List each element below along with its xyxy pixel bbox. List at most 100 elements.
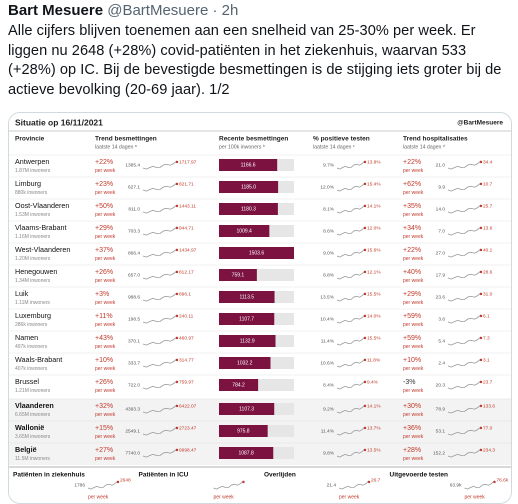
recent-label: 1185.0 xyxy=(241,184,256,190)
sparkline-end xyxy=(479,404,483,408)
trend-start: 703.3 xyxy=(128,228,140,234)
separator: · xyxy=(212,2,218,19)
trend-end: 240.11 xyxy=(179,313,194,319)
province-name: Antwerpen xyxy=(15,157,49,166)
sparkline-end xyxy=(493,480,496,484)
positive-start: 12.0% xyxy=(320,184,334,190)
tweet-image[interactable]: Situatie op 16/11/2021 @BartMesuere Provin… xyxy=(8,112,512,504)
sparkline-end xyxy=(363,380,367,384)
per-week: per week xyxy=(95,278,116,284)
hosp-start: 17.9 xyxy=(436,272,446,278)
sparkline-end xyxy=(363,426,367,430)
sparkline-end xyxy=(175,314,179,318)
sparkline-end xyxy=(363,448,367,452)
sparkline-end xyxy=(367,480,371,484)
sparkline-end xyxy=(479,270,483,274)
author-name[interactable]: Bart Mesuere xyxy=(8,2,104,19)
hosp-start: 2.4 xyxy=(438,360,445,366)
trend-end: 1443.11 xyxy=(179,203,196,209)
sparkline xyxy=(447,314,482,324)
sparkline xyxy=(142,314,178,324)
summary-end: 26.7 xyxy=(371,477,381,483)
sparkline-end xyxy=(175,426,179,430)
sparkline-end xyxy=(175,380,179,384)
per-week: per week xyxy=(95,212,116,218)
timestamp[interactable]: 2h xyxy=(221,2,239,19)
sparkline xyxy=(447,358,482,368)
recent-bar xyxy=(219,357,271,369)
sparkline xyxy=(336,292,366,302)
sparkline-end xyxy=(479,380,483,384)
per-week: per week xyxy=(403,388,424,394)
per-week: per week xyxy=(403,322,424,328)
sparkline-end xyxy=(479,160,483,164)
positive-end: 15.5% xyxy=(367,291,381,297)
per-week: per week xyxy=(95,256,116,262)
trend-change: +23% xyxy=(95,181,113,188)
trend-change: +43% xyxy=(95,335,113,342)
hosp-change: +59% xyxy=(403,313,421,320)
trend-start: 333.7 xyxy=(128,360,140,366)
trend-start: 657.0 xyxy=(128,272,140,278)
trend-start: 722.0 xyxy=(128,382,140,388)
trend-start: 198.5 xyxy=(128,316,140,322)
sparkline-end xyxy=(175,204,179,208)
hosp-change: -3% xyxy=(403,379,415,386)
table-image: Situatie op 16/11/2021 @BartMesuere Provin… xyxy=(9,113,511,503)
recent-bar xyxy=(219,269,257,281)
page: {"tweet": {"name": "Bart Mesuere", "hand… xyxy=(8,2,512,504)
trend-change: +3% xyxy=(95,291,109,298)
sparkline xyxy=(336,226,366,236)
column-title: Provincie xyxy=(15,136,45,143)
hosp-end: 13.6 xyxy=(483,225,493,231)
sparkline xyxy=(447,292,482,302)
summary-label: Overlijden xyxy=(264,472,296,479)
positive-start: 9.2% xyxy=(323,406,335,412)
positive-end: 9.4% xyxy=(367,379,379,385)
trend-change: +37% xyxy=(95,247,113,254)
sparkline-end xyxy=(479,314,483,318)
sparkline-end xyxy=(363,336,367,340)
recent-label: 1087.8 xyxy=(238,450,254,456)
sparkline xyxy=(142,380,178,390)
positive-start: 13.5% xyxy=(320,294,334,300)
sparkline xyxy=(142,182,178,192)
trend-end: 821.71 xyxy=(179,181,194,187)
per-week: per week xyxy=(95,234,116,240)
trend-end: 944.71 xyxy=(179,225,194,231)
hosp-end: 6.1 xyxy=(483,313,490,319)
positive-end: 15.4% xyxy=(367,181,381,187)
positive-end: 13.7% xyxy=(367,425,381,431)
per-week: per week xyxy=(403,168,424,174)
hosp-change: +40% xyxy=(403,269,421,276)
hosp-end: 31.0 xyxy=(483,291,493,297)
province-name: Luxemburg xyxy=(15,311,51,320)
hosp-change: +29% xyxy=(403,291,421,298)
sparkline xyxy=(447,248,482,258)
trend-start: 1385.4 xyxy=(125,162,140,168)
author-handle[interactable]: @BartMesuere xyxy=(107,2,209,19)
sparkline xyxy=(447,270,482,280)
sparkline xyxy=(336,270,366,280)
positive-end: 14.0% xyxy=(367,313,381,319)
recent-label: 784.2 xyxy=(232,382,245,388)
column-subtitle: laatste 14 dagen ᵈ xyxy=(403,144,445,150)
recent-bar xyxy=(219,181,279,193)
province-name: Waals-Brabant xyxy=(15,355,62,364)
column-title: Trend besmettingen xyxy=(95,136,157,143)
summary-label: Patiënten in ICU xyxy=(139,472,189,479)
province-name: Vlaams-Brabant xyxy=(15,223,67,232)
province-name: Wallonië xyxy=(15,423,44,432)
province-name: Limburg xyxy=(15,179,41,188)
sparkline xyxy=(336,204,366,214)
trend-change: +50% xyxy=(95,203,113,210)
summary-start: 21.4 xyxy=(327,482,337,488)
sparkline-end xyxy=(479,226,483,230)
sparkline xyxy=(447,404,482,414)
positive-start: 8.1% xyxy=(323,206,335,212)
sparkline-end xyxy=(479,182,483,186)
trend-change: +26% xyxy=(95,379,113,386)
recent-label: 1107.3 xyxy=(239,406,254,412)
sparkline-end xyxy=(363,292,367,296)
trend-start: 866.4 xyxy=(128,250,140,256)
